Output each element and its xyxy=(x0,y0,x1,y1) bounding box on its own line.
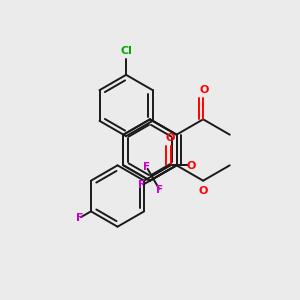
Text: F: F xyxy=(157,185,164,195)
Text: Cl: Cl xyxy=(120,46,132,56)
Text: F: F xyxy=(76,213,83,223)
Text: O: O xyxy=(199,186,208,197)
Text: F: F xyxy=(138,181,145,190)
Text: F: F xyxy=(143,162,150,172)
Text: O: O xyxy=(186,161,196,171)
Text: O: O xyxy=(165,133,174,143)
Text: O: O xyxy=(200,85,209,95)
